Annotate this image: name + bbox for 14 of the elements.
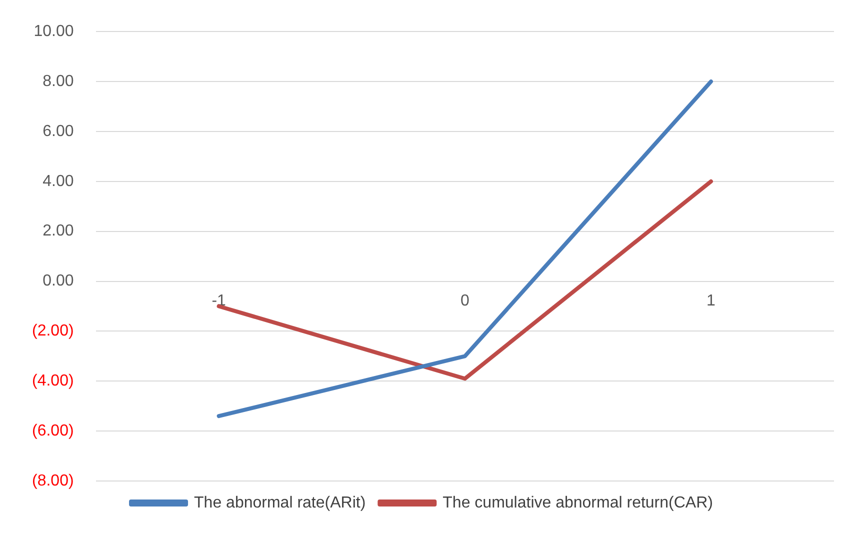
y-tick-label: (2.00) xyxy=(32,322,74,340)
y-tick-label: (4.00) xyxy=(32,372,74,390)
x-tick-label: 1 xyxy=(706,292,716,310)
y-tick-label: 0.00 xyxy=(42,272,74,290)
y-tick-label: (6.00) xyxy=(32,422,74,440)
legend-label: The cumulative abnormal return(CAR) xyxy=(442,494,713,512)
y-tick-label: 2.00 xyxy=(42,222,74,240)
y-tick-label: 4.00 xyxy=(42,172,74,190)
y-tick-label: 8.00 xyxy=(42,72,74,90)
y-tick-label: 6.00 xyxy=(42,122,74,140)
y-tick-label: 10.00 xyxy=(34,23,74,40)
legend-label: The abnormal rate(ARit) xyxy=(194,494,366,512)
y-tick-label: (8.00) xyxy=(32,472,74,490)
x-tick-label: 0 xyxy=(460,292,470,310)
